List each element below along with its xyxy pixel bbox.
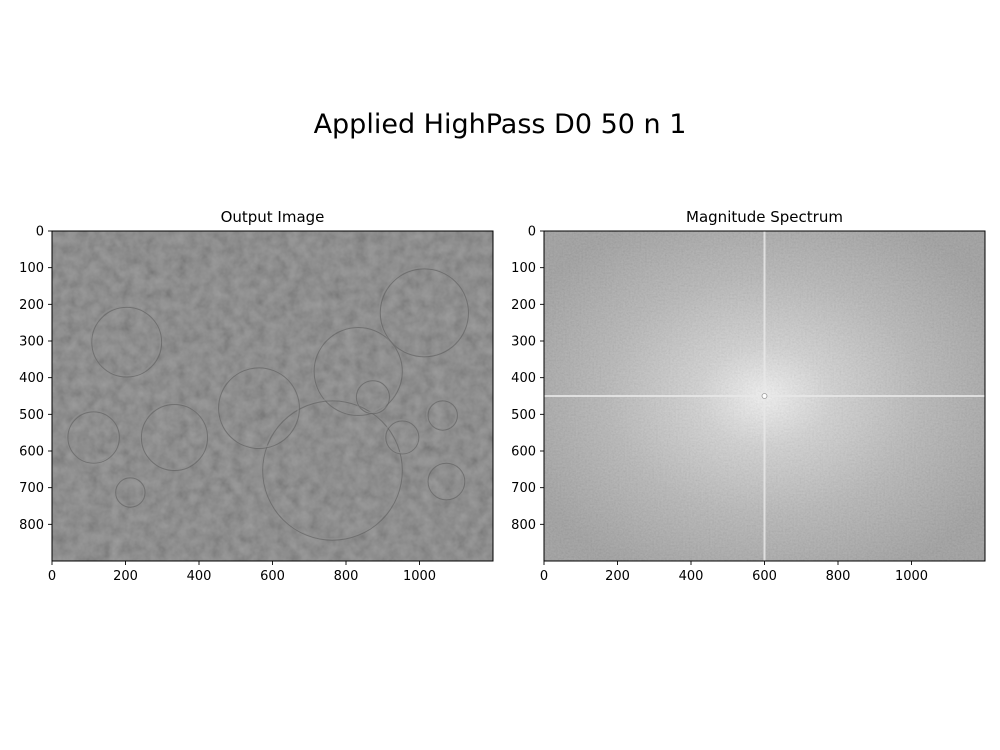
y-tick-label: 400	[19, 371, 44, 386]
y-tick-label: 500	[511, 408, 536, 423]
x-tick-label: 800	[334, 569, 359, 584]
y-tick-label: 700	[511, 481, 536, 496]
x-tick-label: 1000	[403, 569, 436, 584]
x-tick-label: 200	[113, 569, 138, 584]
y-tick-label: 500	[19, 408, 44, 423]
x-tick-label: 400	[187, 569, 212, 584]
y-tick-label: 600	[19, 445, 44, 460]
x-tick-label: 0	[540, 569, 548, 584]
y-tick-label: 800	[511, 518, 536, 533]
y-tick-label: 600	[511, 445, 536, 460]
y-tick-label: 700	[19, 481, 44, 496]
y-tick-label: 400	[511, 371, 536, 386]
x-tick-label: 0	[48, 569, 56, 584]
axes-title: Output Image	[221, 208, 325, 226]
x-tick-label: 1000	[895, 569, 928, 584]
x-tick-label: 600	[752, 569, 777, 584]
y-tick-label: 100	[19, 261, 44, 276]
x-tick-label: 200	[605, 569, 630, 584]
magnitude-spectrum-axes: Magnitude Spectrum 0 200 400 600 800 1000 0 100 2…	[511, 208, 986, 584]
y-tick-label: 0	[528, 225, 536, 240]
output-image	[52, 231, 493, 561]
spectrum-image	[544, 231, 985, 561]
y-tick-label: 300	[19, 335, 44, 350]
y-tick-label: 200	[19, 298, 44, 313]
y-tick-label: 800	[19, 518, 44, 533]
y-tick-label: 300	[511, 335, 536, 350]
x-tick-label: 400	[679, 569, 704, 584]
y-tick-label: 200	[511, 298, 536, 313]
output-image-axes: Output Image 0 200 400 600 800 1000 0 100 200 300 4…	[19, 208, 494, 584]
axes-title: Magnitude Spectrum	[686, 208, 843, 226]
figure-suptitle: Applied HighPass D0 50 n 1	[314, 109, 687, 140]
x-tick-label: 600	[260, 569, 285, 584]
y-tick-label: 0	[36, 225, 44, 240]
y-tick-label: 100	[511, 261, 536, 276]
spectrum-center-dot	[761, 393, 768, 399]
x-tick-label: 800	[826, 569, 851, 584]
